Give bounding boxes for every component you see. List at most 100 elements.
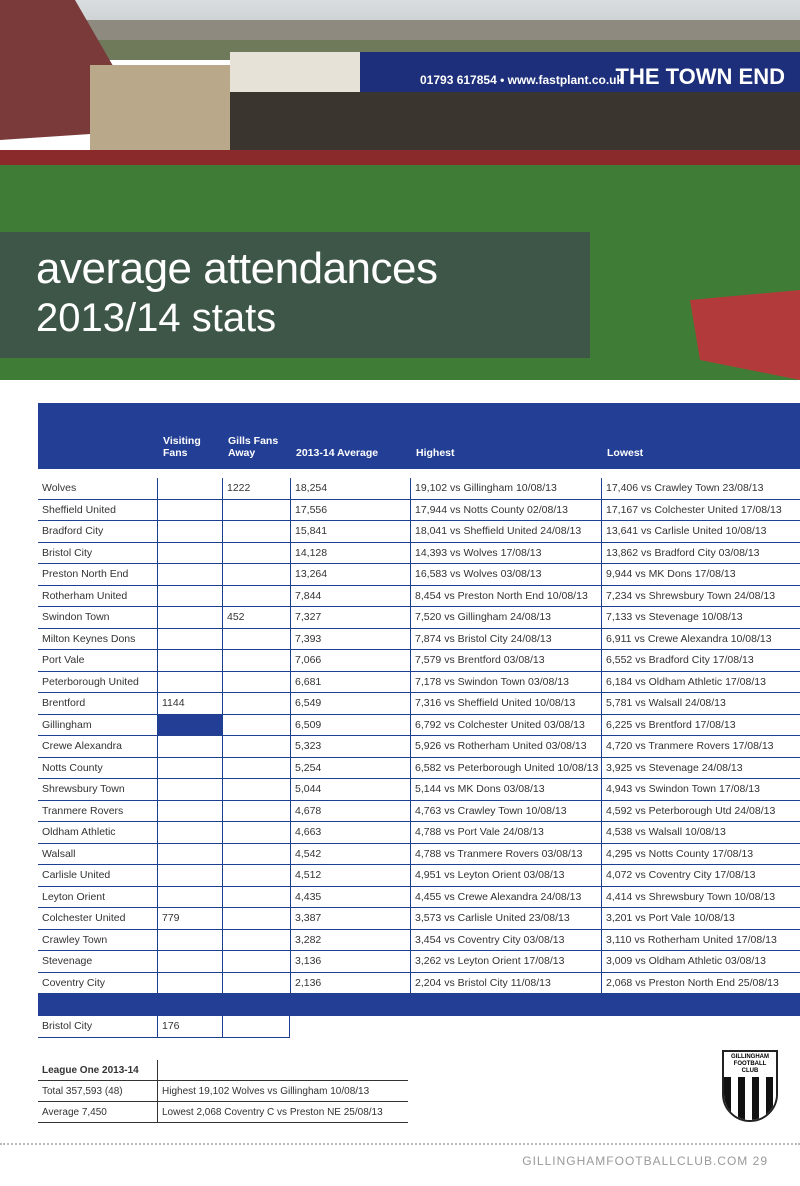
table-cell: Shrewsbury Town — [38, 779, 157, 801]
table-cell: Colchester United — [38, 908, 157, 930]
table-cell: 14,393 vs Wolves 17/08/13 — [410, 542, 601, 564]
table-header — [38, 403, 800, 469]
table-cell: 13,264 — [290, 564, 410, 586]
column-header: Highest — [416, 447, 455, 459]
table-cell: 17,167 vs Colchester United 17/08/13 — [601, 499, 800, 521]
table-cell — [222, 908, 290, 930]
summary-cell — [157, 1060, 408, 1081]
table-cell: 7,874 vs Bristol City 24/08/13 — [410, 628, 601, 650]
table-cell: 779 — [157, 908, 222, 930]
table-cell: 5,254 — [290, 757, 410, 779]
table-cell — [157, 779, 222, 801]
table-cell: 4,455 vs Crewe Alexandra 24/08/13 — [410, 886, 601, 908]
table-cell: 3,262 vs Leyton Orient 17/08/13 — [410, 951, 601, 973]
table-cell: 3,282 — [290, 929, 410, 951]
table-cell: 3,387 — [290, 908, 410, 930]
table-cell: Bristol City — [38, 543, 157, 564]
billboard-text: THE TOWN END — [616, 64, 785, 89]
column-header: Gills Fans Away — [228, 435, 279, 459]
table-cell — [157, 886, 222, 908]
crest-text: GILLINGHAM FOOTBALL CLUB — [731, 1054, 769, 1074]
table-cell: 3,925 vs Stevenage 24/08/13 — [601, 757, 800, 779]
table-cell: 18,254 — [290, 478, 410, 500]
table-cell: 4,512 — [290, 865, 410, 887]
subtitle: 2013/14 stats — [36, 296, 277, 340]
table-cell — [157, 929, 222, 951]
table-cell: Crewe Alexandra — [38, 736, 157, 758]
table-cell: 5,044 — [290, 779, 410, 801]
table-cell: 2,204 vs Bristol City 11/08/13 — [410, 972, 601, 994]
table-cell: 4,943 vs Swindon Town 17/08/13 — [601, 779, 800, 801]
summary-cell: Average 7,450 — [38, 1102, 157, 1123]
table-cell: 14,128 — [290, 542, 410, 564]
table-cell: 2,068 vs Preston North End 25/08/13 — [601, 972, 800, 994]
column-header: Lowest — [607, 447, 644, 459]
table-cell: 6,681 — [290, 671, 410, 693]
table-cell — [157, 951, 222, 973]
table-cell — [157, 607, 222, 629]
table-cell: 3,009 vs Oldham Athletic 03/08/13 — [601, 951, 800, 973]
table-cell — [157, 972, 222, 994]
table-cell: 6,225 vs Brentford 17/08/13 — [601, 714, 800, 736]
table-cell: 7,178 vs Swindon Town 03/08/13 — [410, 671, 601, 693]
table-cell: Crawley Town — [38, 930, 157, 951]
table-cell — [157, 865, 222, 887]
table-cell: 4,538 vs Walsall 10/08/13 — [601, 822, 800, 844]
table-cell: 5,323 — [290, 736, 410, 758]
table-cell: Walsall — [38, 844, 157, 865]
table-cell — [157, 628, 222, 650]
summary-cell: Total 357,593 (48) — [38, 1081, 157, 1102]
summary-cell: League One 2013-14 — [38, 1060, 157, 1081]
title-panel — [0, 232, 590, 358]
table-cell — [157, 542, 222, 564]
table-cell: 9,944 vs MK Dons 17/08/13 — [601, 564, 800, 586]
table-cell: 7,520 vs Gillingham 24/08/13 — [410, 607, 601, 629]
table-cell: 16,583 vs Wolves 03/08/13 — [410, 564, 601, 586]
table-cell: 17,406 vs Crawley Town 23/08/13 — [601, 478, 800, 500]
table-cell — [222, 843, 290, 865]
table-cell: Port Vale — [38, 650, 157, 672]
table-cell: 2,136 — [290, 972, 410, 994]
table-cell — [222, 1016, 290, 1038]
table-cell: 19,102 vs Gillingham 10/08/13 — [410, 478, 601, 500]
table-cell: 4,663 — [290, 822, 410, 844]
table-cell: 6,509 — [290, 714, 410, 736]
table-cell — [222, 822, 290, 844]
table-cell: 6,552 vs Bradford City 17/08/13 — [601, 650, 800, 672]
table-cell: 6,582 vs Peterborough United 10/08/13 — [410, 757, 601, 779]
table-cell: Notts County — [38, 758, 157, 779]
table-cell — [222, 650, 290, 672]
table-cell: Coventry City — [38, 973, 157, 994]
table-cell — [222, 564, 290, 586]
table-cell — [222, 714, 290, 736]
table-cell: 7,316 vs Sheffield United 10/08/13 — [410, 693, 601, 715]
table-cell: 7,133 vs Stevenage 10/08/13 — [601, 607, 800, 629]
table-cell — [157, 757, 222, 779]
table-cell: 4,788 vs Port Vale 24/08/13 — [410, 822, 601, 844]
table-cell: 4,435 — [290, 886, 410, 908]
table-cell: 452 — [222, 607, 290, 629]
column-header: Visiting Fans — [163, 435, 201, 459]
crest: GILLINGHAM FOOTBALL CLUB — [722, 1050, 778, 1122]
table-cell: 4,542 — [290, 843, 410, 865]
table-cell: 4,678 — [290, 800, 410, 822]
table-cell: 4,414 vs Shrewsbury Town 10/08/13 — [601, 886, 800, 908]
table-cell — [157, 671, 222, 693]
table-cell — [157, 650, 222, 672]
table-cell: Peterborough United — [38, 672, 157, 693]
table-cell: 4,763 vs Crawley Town 10/08/13 — [410, 800, 601, 822]
table-cell — [222, 779, 290, 801]
table-cell — [222, 693, 290, 715]
table-cell: Stevenage — [38, 951, 157, 973]
table-cell — [157, 843, 222, 865]
table-cell: 4,592 vs Peterborough Utd 24/08/13 — [601, 800, 800, 822]
table-cell: Oldham Athletic — [38, 822, 157, 844]
table-cell: 4,720 vs Tranmere Rovers 17/08/13 — [601, 736, 800, 758]
table-cell: Sheffield United — [38, 500, 157, 521]
table-cell: 1144 — [157, 693, 222, 715]
table-cell: Wolves — [38, 478, 157, 500]
table-cell — [222, 800, 290, 822]
table-cell — [157, 478, 222, 500]
table-cell: 1222 — [222, 478, 290, 500]
